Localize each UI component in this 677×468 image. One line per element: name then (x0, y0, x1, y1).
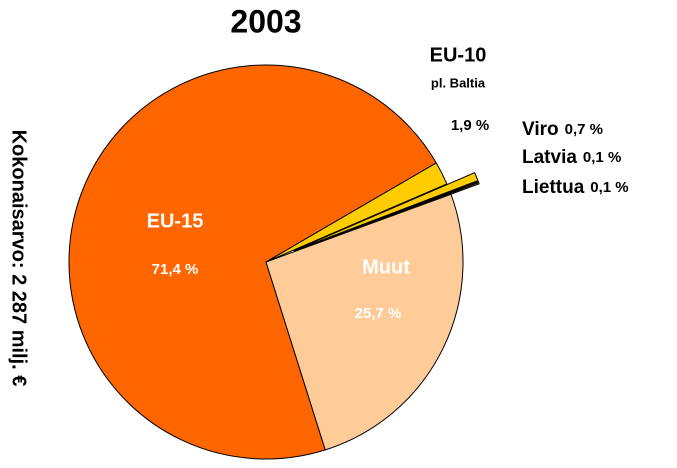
value-label: 0,1 % (583, 149, 621, 166)
value-label: 1,9 % (451, 117, 489, 134)
category-label: EU-15 (147, 210, 204, 232)
category-label: EU-10 (430, 44, 487, 66)
pie-slice (265, 162, 448, 263)
chart-title: 2003 (230, 3, 301, 39)
value-label: 71,4 % (152, 261, 199, 278)
value-label: 0,7 % (565, 121, 603, 138)
category-label: Muut (362, 256, 410, 278)
annotation: pl. Baltia (431, 75, 486, 90)
pie-slice (265, 193, 464, 451)
category-label: Latvia (522, 147, 577, 168)
slice-label: Liettua 0,1 % (522, 177, 629, 198)
value-label: 0,1 % (590, 179, 628, 196)
category-label: Viro (522, 119, 559, 140)
axis-label: Kokonaisarvo: 2 287 milj. € (8, 130, 30, 387)
slice-label: Viro 0,7 % (522, 119, 603, 140)
category-label: Liettua (522, 177, 585, 198)
value-label: 25,7 % (355, 305, 402, 322)
slice-label: Latvia 0,1 % (522, 147, 621, 168)
pie-slice (68, 64, 437, 460)
pie-slice (293, 171, 479, 252)
